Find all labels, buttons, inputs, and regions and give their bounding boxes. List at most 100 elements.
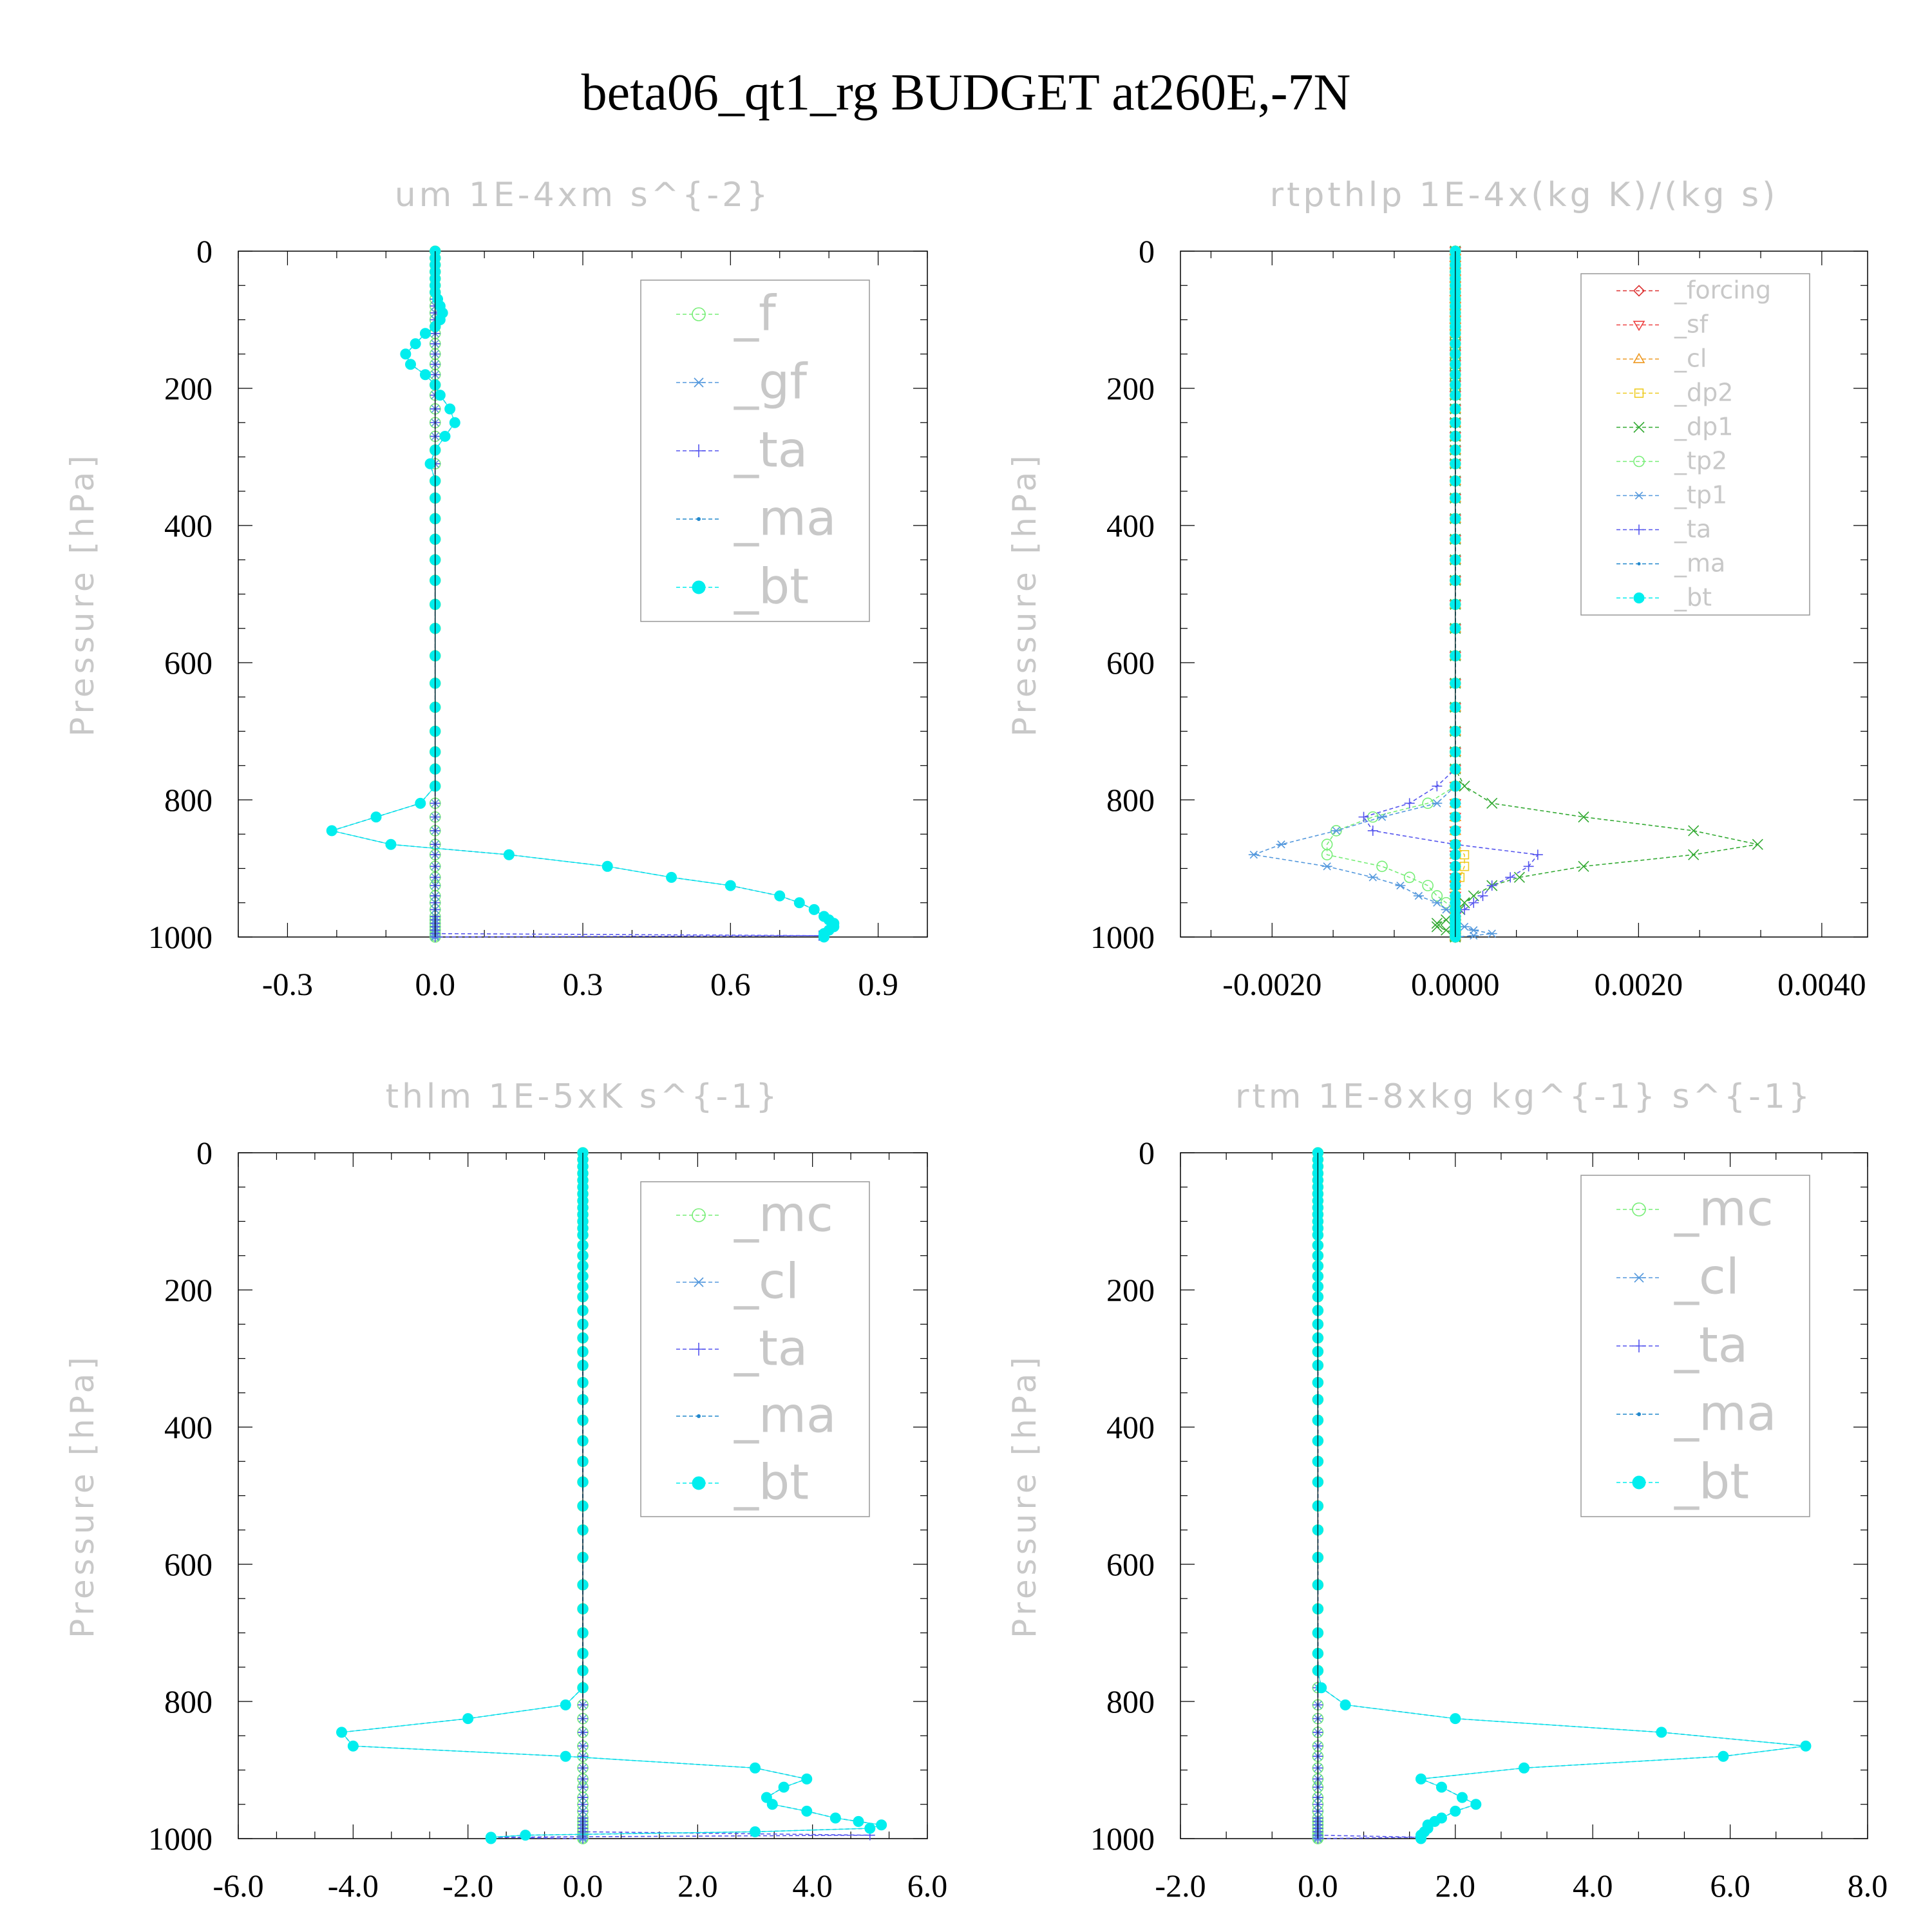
data-point — [1376, 860, 1388, 873]
legend-label: _ta — [734, 1319, 808, 1376]
data-point — [1450, 1805, 1461, 1817]
data-point — [1404, 798, 1415, 809]
x-tick-label: 0.6 — [710, 966, 751, 1002]
legend-marker — [692, 377, 705, 388]
legend-label: _bt — [734, 1453, 809, 1510]
x-tick-label: -0.3 — [262, 966, 313, 1002]
x-tick-label: 0.9 — [858, 966, 898, 1002]
data-point — [1656, 1727, 1667, 1738]
legend-label: _tp2 — [1674, 447, 1727, 475]
data-point — [1415, 1833, 1426, 1844]
data-point — [1358, 811, 1369, 822]
legend-marker — [1632, 1202, 1646, 1217]
data-point — [410, 338, 421, 350]
data-point — [1431, 921, 1443, 933]
y-tick-label: 400 — [1106, 1409, 1155, 1445]
data-point — [1331, 826, 1341, 835]
data-point — [424, 458, 436, 469]
y-axis-label: Pressure [hPa] — [64, 1353, 101, 1638]
data-point — [1431, 918, 1443, 929]
legend-label: _cl — [734, 1252, 799, 1309]
data-point — [1578, 860, 1589, 872]
y-tick-label: 600 — [164, 645, 213, 681]
data-point — [1688, 849, 1700, 860]
data-point — [724, 880, 736, 891]
data-point — [1431, 890, 1443, 902]
legend-label: _bt — [734, 557, 809, 614]
data-point — [1321, 862, 1332, 871]
data-point — [444, 403, 456, 415]
legend: _forcing _sf _cl _dp2 _dp1 _tp2 _tp1 _ta _ma _bt — [1580, 273, 1810, 616]
x-tick-label: -6.0 — [213, 1868, 263, 1904]
data-point — [1450, 1713, 1461, 1725]
data-point — [1459, 897, 1470, 909]
data-point — [1316, 1682, 1327, 1694]
data-point — [1800, 1740, 1812, 1752]
legend-box — [1580, 273, 1810, 616]
panel-3: thlm 1E-5xK s^{-1} Pressure [hPa] 0 200 400 6… — [64, 1077, 947, 1904]
x-tick-label: -2.0 — [442, 1868, 493, 1904]
legend-marker — [1633, 285, 1645, 297]
data-point — [1403, 871, 1416, 884]
x-tick-label: 0.3 — [563, 966, 603, 1002]
data-point — [1432, 799, 1443, 808]
y-tick-label: 400 — [164, 507, 213, 544]
data-point — [1459, 922, 1470, 931]
legend: _mc _cl _ta _ma _bt — [640, 1181, 870, 1517]
data-point — [864, 1823, 876, 1834]
data-point — [819, 931, 829, 943]
data-point — [1432, 898, 1443, 907]
panel-title: thlm 1E-5xK s^{-1} — [386, 1077, 781, 1116]
data-point — [1718, 1750, 1729, 1762]
data-point — [1441, 905, 1452, 914]
data-point — [1435, 1781, 1447, 1793]
data-point — [808, 904, 820, 915]
data-point — [1752, 838, 1763, 850]
x-tick-label: 2.0 — [677, 1868, 718, 1904]
x-tick-label: 8.0 — [1848, 1868, 1888, 1904]
legend-label: _bt — [1674, 1452, 1749, 1510]
data-point — [1532, 849, 1543, 860]
panel-1: um 1E-4xm s^{-2} Pressure [hPa] 0 200 400 600… — [64, 176, 928, 1002]
data-point — [415, 797, 426, 809]
y-tick-label: 800 — [164, 1683, 213, 1719]
series-group — [336, 1147, 887, 1844]
legend-label: _ta — [1674, 515, 1711, 544]
x-tick-label: 6.0 — [1710, 1868, 1750, 1904]
legend-label: _ma — [1674, 1384, 1777, 1441]
y-tick-label: 600 — [1106, 645, 1155, 681]
legend-label: _sf — [1674, 310, 1709, 339]
data-point — [419, 369, 431, 381]
legend-marker — [1634, 524, 1644, 535]
data-point — [1470, 1799, 1482, 1810]
data-point — [347, 1740, 359, 1752]
legend-label: _forcing — [1674, 276, 1771, 305]
y-axis-label: Pressure [hPa] — [1006, 1353, 1043, 1638]
data-point — [1413, 891, 1424, 900]
data-point — [1367, 825, 1378, 836]
legend-label: _dp2 — [1674, 379, 1733, 407]
data-point — [1519, 1762, 1530, 1774]
data-point — [1459, 781, 1470, 792]
y-axis-label: Pressure [hPa] — [1006, 451, 1043, 737]
x-tick-label: -0.0020 — [1222, 966, 1321, 1002]
data-point — [503, 849, 515, 860]
data-point — [1523, 861, 1534, 872]
legend-label: _ta — [734, 421, 808, 478]
legend-label: _ta — [1674, 1316, 1748, 1373]
legend-label: _mc — [1674, 1179, 1774, 1236]
data-point — [853, 1815, 864, 1827]
panel-4: rtm 1E-8xkg kg^{-1} s^{-1} Pressure [hPa]… — [1006, 1077, 1888, 1904]
x-tick-label: 0.0 — [563, 1868, 603, 1904]
data-point — [1367, 873, 1378, 882]
y-tick-label: 0 — [1139, 1135, 1155, 1171]
data-point — [1578, 811, 1589, 823]
legend-marker — [692, 307, 706, 321]
y-tick-label: 400 — [164, 1409, 213, 1445]
y-tick-label: 800 — [164, 782, 213, 818]
data-point — [1321, 849, 1333, 860]
data-point — [1367, 811, 1379, 823]
data-point — [520, 1830, 531, 1841]
data-point — [774, 890, 786, 902]
data-point — [801, 1773, 813, 1785]
